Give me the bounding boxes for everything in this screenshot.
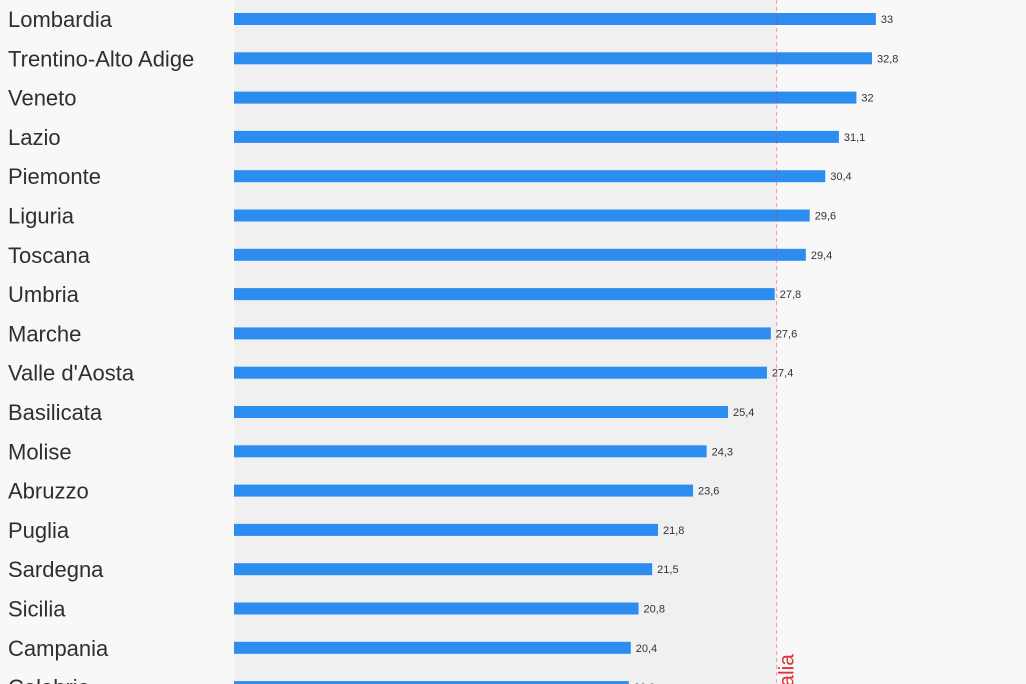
bar[interactable] [234,248,806,261]
category-label: Liguria [8,204,75,229]
reference-line-label: Italia [776,654,799,684]
category-label: Trentino-Alto Adige [8,46,194,71]
category-label: Basilicata [8,400,103,425]
bar-value-label: 23,6 [698,486,719,498]
bar-value-label: 29,6 [815,211,836,223]
category-label: Lazio [8,125,61,150]
category-label: Piemonte [8,164,101,189]
bar-value-label: 27,4 [772,368,793,380]
bar[interactable] [234,209,810,222]
bar[interactable] [234,13,876,25]
bar[interactable] [234,170,826,183]
category-label: Campania [8,636,109,661]
bar[interactable] [234,523,659,536]
bar-value-label: 30,4 [830,171,851,183]
category-label: Abruzzo [8,479,89,504]
bar[interactable] [234,445,707,458]
bar-value-label: 25,4 [733,407,754,419]
bar-value-label: 32 [861,93,873,105]
category-label: Veneto [8,86,77,111]
bar[interactable] [234,288,775,301]
bar[interactable] [234,91,857,104]
bar-value-label: 29,4 [811,250,832,262]
category-label: Lombardia [8,7,113,32]
bar[interactable] [234,681,629,684]
category-label: Toscana [8,243,91,268]
bar-value-label: 20,4 [636,643,657,655]
category-label: Sardegna [8,557,104,582]
category-label: Valle d'Aosta [8,361,135,386]
category-label: Marche [8,321,81,346]
bar-value-label: 21,5 [657,564,678,576]
bar-value-label: 27,8 [780,289,801,301]
category-label: Calabria [8,675,91,684]
bar[interactable] [234,406,729,418]
category-label: Umbria [8,282,80,307]
category-label: Molise [8,439,72,464]
bar[interactable] [234,602,639,615]
category-label: Puglia [8,518,70,543]
bar[interactable] [234,484,694,497]
bar[interactable] [234,366,767,379]
bar[interactable] [234,641,631,654]
bar[interactable] [234,130,839,143]
bar-value-label: 31,1 [844,132,865,144]
bar-value-label: 33 [881,14,893,26]
bar-value-label: 20,8 [644,604,665,616]
bar[interactable] [234,563,653,576]
bar-value-label: 24,3 [712,446,733,458]
bar-value-label: 20,3 [634,682,655,684]
bar[interactable] [234,327,771,340]
bar-value-label: 27,6 [776,328,797,340]
bar[interactable] [234,52,872,65]
bar-value-label: 32,8 [877,53,898,65]
bar-value-label: 21,8 [663,525,684,537]
category-label: Sicilia [8,597,66,622]
